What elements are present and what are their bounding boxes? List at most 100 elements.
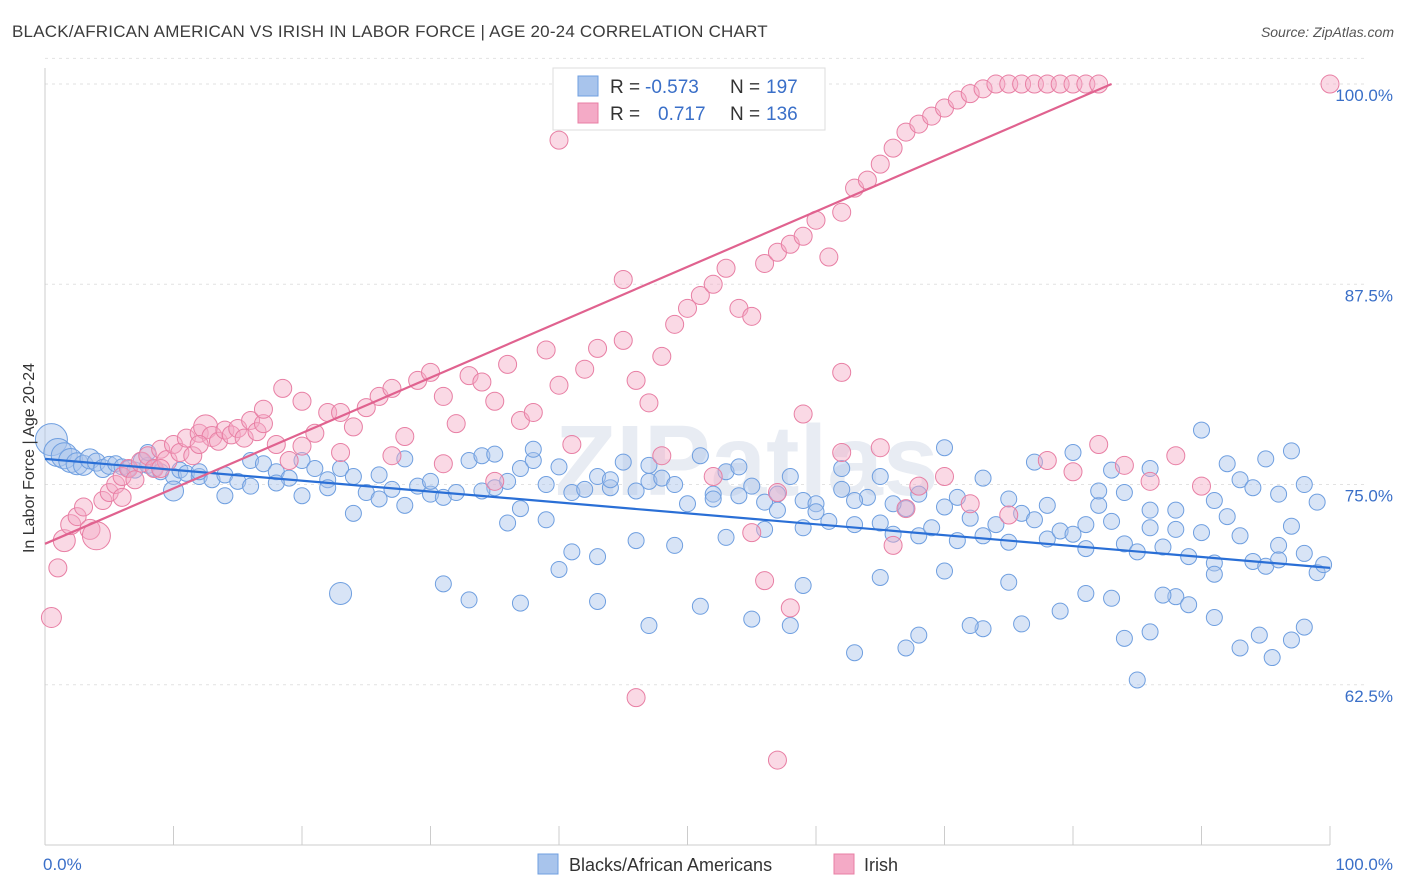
data-point <box>1192 476 1211 496</box>
data-point <box>640 456 658 474</box>
data-point <box>1064 444 1082 461</box>
data-point <box>910 626 928 644</box>
data-point <box>1115 535 1133 553</box>
data-point <box>652 446 672 466</box>
data-point <box>589 592 607 610</box>
data-point <box>1193 421 1210 439</box>
data-point <box>1250 626 1268 644</box>
data-point <box>1166 446 1186 466</box>
data-point <box>626 370 646 390</box>
data-point <box>1141 519 1159 537</box>
y-tick-label: 62.5% <box>1345 687 1393 706</box>
data-point <box>253 399 273 419</box>
data-point <box>1064 525 1082 543</box>
data-point <box>858 488 876 506</box>
data-point <box>1282 631 1300 649</box>
data-point <box>1308 493 1326 511</box>
data-point <box>1167 520 1185 538</box>
legend-n-value: 136 <box>766 104 798 125</box>
data-point <box>1077 516 1095 534</box>
data-point <box>897 639 915 657</box>
data-point <box>460 452 478 470</box>
data-point <box>1038 496 1056 514</box>
data-point <box>562 434 582 454</box>
axes <box>44 68 1331 846</box>
data-point <box>40 607 62 629</box>
data-point <box>1218 455 1236 473</box>
data-point <box>588 338 608 358</box>
data-point <box>370 466 388 484</box>
data-point <box>499 514 517 532</box>
data-point <box>896 499 916 519</box>
data-point <box>652 346 672 366</box>
data-point <box>112 487 132 507</box>
data-point <box>1000 533 1018 551</box>
data-point <box>1090 482 1108 500</box>
data-point <box>1193 524 1210 542</box>
trend-line <box>44 457 1331 569</box>
data-point <box>1282 517 1300 535</box>
data-point <box>756 493 774 511</box>
x-tick-labels: 0.0% 100.0% <box>43 855 1393 874</box>
data-point <box>1231 527 1249 545</box>
data-point <box>524 440 542 458</box>
trend-line <box>44 83 1112 545</box>
data-point <box>1205 565 1223 583</box>
data-point <box>65 452 89 476</box>
bottom-legend-swatch-blacks <box>537 853 559 875</box>
y-tick-label: 87.5% <box>1345 286 1393 305</box>
data-point <box>846 516 864 534</box>
data-point <box>1051 522 1069 540</box>
watermark: ZIPatlas <box>555 405 939 517</box>
data-point <box>434 575 452 593</box>
data-point <box>99 483 119 503</box>
data-point <box>871 468 889 486</box>
data-point <box>936 562 953 580</box>
data-point <box>67 507 87 527</box>
data-point <box>716 258 736 278</box>
legend-swatch-blacks <box>577 75 599 97</box>
data-point <box>690 286 710 305</box>
data-point <box>433 386 453 406</box>
data-point <box>1282 442 1300 460</box>
data-point <box>396 496 414 514</box>
chart-title: BLACK/AFRICAN AMERICAN VS IRISH IN LABOR… <box>12 22 768 41</box>
data-point <box>247 422 267 442</box>
data-point <box>987 516 1005 534</box>
legend-r-label: R = <box>610 77 640 98</box>
data-point <box>793 226 813 246</box>
data-point <box>730 458 748 476</box>
data-point <box>936 439 953 457</box>
data-point <box>485 391 505 411</box>
data-point <box>832 202 852 222</box>
data-point <box>742 306 762 326</box>
data-point <box>1025 511 1043 529</box>
data-point <box>292 391 312 411</box>
data-point <box>550 458 568 476</box>
data-point <box>832 362 852 382</box>
data-point <box>768 501 786 519</box>
data-point <box>293 452 311 470</box>
data-point <box>112 467 132 487</box>
data-point <box>613 330 633 350</box>
data-point <box>485 471 505 491</box>
legend-n-label: N = <box>730 104 760 125</box>
data-point <box>614 453 632 471</box>
data-point <box>473 447 491 465</box>
data-point <box>832 443 852 462</box>
y-tick-labels: 62.5% 75.0% 87.5% 100.0% <box>1335 86 1393 706</box>
data-point <box>627 482 645 500</box>
data-point <box>1063 462 1083 482</box>
data-point <box>846 492 864 510</box>
data-point <box>870 154 890 174</box>
data-point <box>170 443 190 462</box>
data-point <box>151 439 171 459</box>
series-irish-points <box>40 74 1340 770</box>
data-point <box>242 477 260 495</box>
data-point <box>50 442 78 470</box>
data-point <box>691 597 709 615</box>
data-point <box>1089 434 1109 454</box>
data-point <box>331 443 351 462</box>
data-point <box>780 598 800 618</box>
data-point <box>974 469 992 487</box>
